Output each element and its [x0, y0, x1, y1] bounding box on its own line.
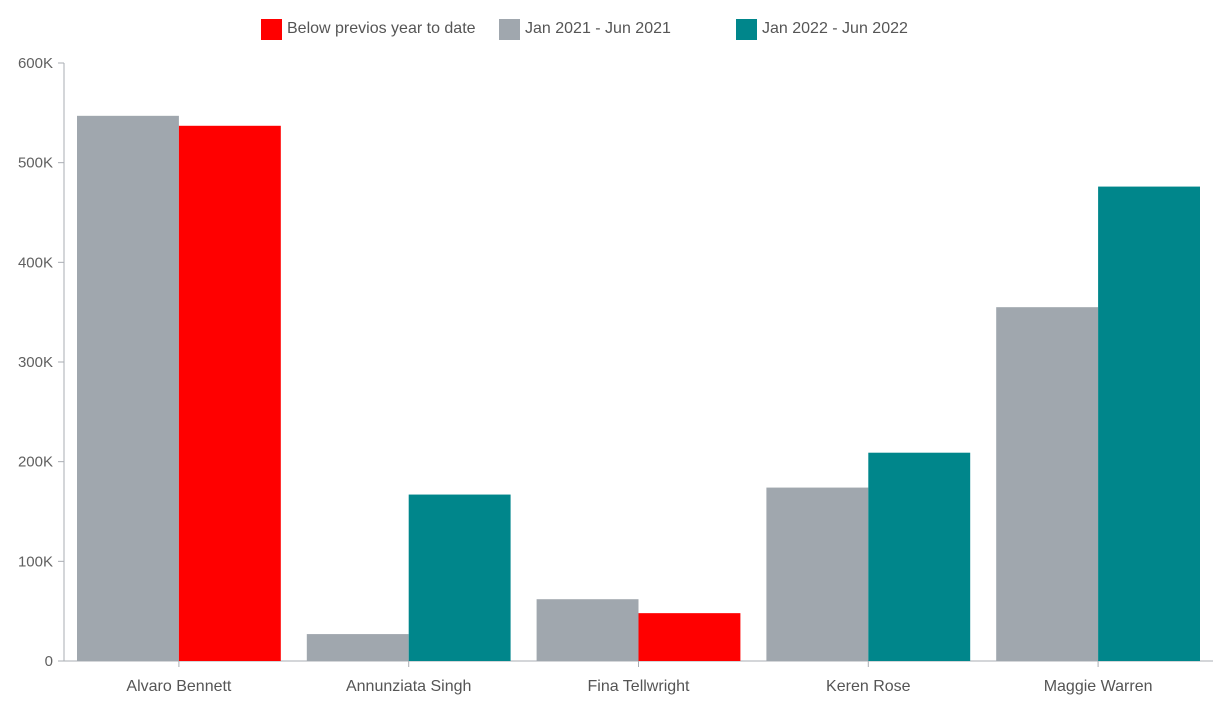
legend-swatch-2021	[499, 18, 520, 40]
y-tick-label: 200K	[18, 454, 53, 471]
legend-swatch-below-previous	[261, 18, 282, 40]
legend-item-below-previous[interactable]: Below previos year to date	[261, 16, 476, 42]
y-tick-label: 400K	[18, 254, 53, 271]
legend-swatch-2022	[736, 18, 757, 40]
bar-2022[interactable]	[408, 494, 511, 661]
bar-2021[interactable]	[996, 307, 1099, 661]
x-category-label: Fina Tellwright	[588, 678, 691, 695]
bar-2021[interactable]	[77, 115, 179, 661]
x-category-label: Maggie Warren	[1044, 678, 1153, 695]
y-tick-label: 600K	[18, 55, 53, 72]
legend-label-2021: Jan 2021 - Jun 2021	[525, 20, 671, 37]
legend-item-2022[interactable]: Jan 2022 - Jun 2022	[736, 16, 908, 42]
legend-label-below-previous: Below previos year to date	[287, 20, 476, 37]
bar-2022[interactable]	[638, 613, 741, 661]
x-category-label: Alvaro Bennett	[126, 678, 232, 695]
chart-legend: Below previos year to date Jan 2021 - Ju…	[0, 16, 1221, 42]
legend-label-2022: Jan 2022 - Jun 2022	[762, 20, 908, 37]
x-category-label: Annunziata Singh	[346, 678, 471, 695]
y-tick-label: 300K	[18, 354, 53, 371]
bar-2021[interactable]	[306, 634, 409, 661]
y-tick-label: 100K	[18, 553, 53, 570]
x-category-label: Keren Rose	[826, 678, 911, 695]
bar-2021[interactable]	[766, 487, 869, 661]
y-tick-label: 0	[45, 653, 53, 670]
bar-2022[interactable]	[868, 452, 971, 661]
y-tick-label: 500K	[18, 155, 53, 172]
bar-2022[interactable]	[178, 125, 281, 662]
bar-2021[interactable]	[536, 599, 639, 661]
legend-item-2021[interactable]: Jan 2021 - Jun 2021	[499, 16, 671, 42]
bar-2022[interactable]	[1098, 186, 1200, 661]
